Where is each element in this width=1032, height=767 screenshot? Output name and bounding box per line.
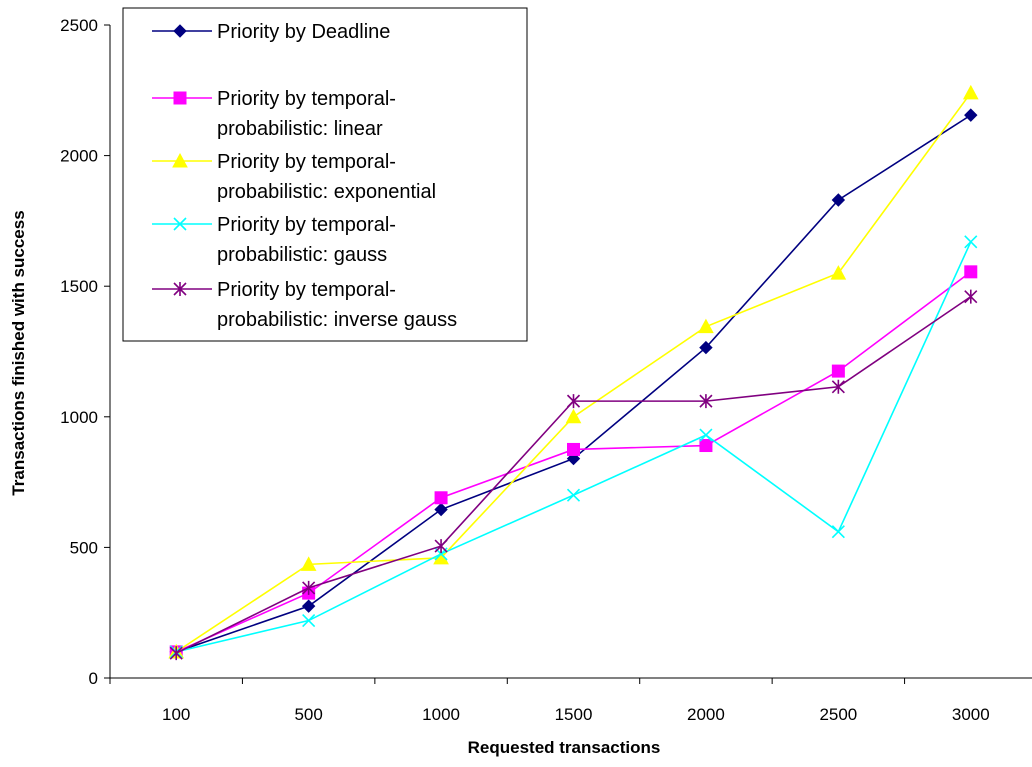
x-tick-label: 1000 bbox=[422, 705, 460, 724]
x-tick-label: 100 bbox=[162, 705, 190, 724]
legend-label: probabilistic: inverse gauss bbox=[217, 309, 457, 331]
data-point-marker bbox=[699, 439, 713, 453]
y-axis-title: Transactions finished with success bbox=[9, 210, 28, 495]
data-point-marker bbox=[302, 580, 316, 595]
x-tick-label: 3000 bbox=[952, 705, 990, 724]
data-point-marker bbox=[830, 265, 847, 280]
data-point-marker bbox=[434, 539, 448, 554]
legend: Priority by Deadline Priority by temporal… bbox=[122, 7, 528, 342]
legend-entry: Priority by Deadline bbox=[152, 21, 390, 43]
data-point-marker bbox=[964, 235, 978, 249]
data-point-marker bbox=[964, 289, 978, 304]
legend-entry: Priority by temporal-probabilistic: expo… bbox=[152, 151, 436, 203]
x-tick-label: 1500 bbox=[555, 705, 593, 724]
legend-label: Priority by temporal- bbox=[217, 151, 396, 173]
series-4 bbox=[169, 235, 978, 659]
series-3 bbox=[168, 84, 979, 659]
data-point-marker bbox=[567, 442, 580, 456]
y-tick-label: 0 bbox=[89, 669, 98, 688]
y-tick-label: 2500 bbox=[60, 16, 98, 35]
legend-marker bbox=[173, 24, 187, 38]
data-point-marker bbox=[962, 84, 979, 100]
data-point-marker bbox=[434, 502, 448, 517]
x-tick-label: 500 bbox=[294, 705, 322, 724]
legend-marker bbox=[172, 152, 188, 168]
legend-box bbox=[122, 7, 528, 342]
legend-label: probabilistic: gauss bbox=[217, 244, 387, 266]
y-tick-label: 1000 bbox=[60, 408, 98, 427]
data-point-marker bbox=[566, 394, 581, 409]
legend-entry: Priority by temporal-probabilistic: line… bbox=[152, 88, 396, 140]
plot-area bbox=[168, 84, 979, 661]
data-point-marker bbox=[302, 613, 316, 628]
data-point-marker bbox=[566, 488, 581, 502]
data-point-marker bbox=[699, 428, 713, 442]
series-5 bbox=[169, 289, 978, 661]
legend-marker bbox=[173, 91, 187, 105]
data-point-marker bbox=[699, 340, 713, 355]
legend-label: Priority by temporal- bbox=[217, 279, 396, 301]
y-tick-label: 2000 bbox=[60, 147, 98, 166]
data-point-marker bbox=[698, 318, 714, 334]
data-point-marker bbox=[831, 525, 845, 539]
x-tick-label: 2500 bbox=[819, 705, 857, 724]
legend-marker bbox=[173, 217, 187, 231]
data-point-marker bbox=[964, 265, 978, 279]
legend-label: probabilistic: linear bbox=[217, 118, 383, 140]
legend-label: Priority by Deadline bbox=[217, 21, 390, 43]
y-tick-label: 500 bbox=[70, 538, 98, 557]
y-tick-label: 1500 bbox=[60, 277, 98, 296]
data-point-marker bbox=[565, 408, 582, 424]
data-point-marker bbox=[699, 394, 713, 409]
legend-label: Priority by temporal- bbox=[217, 88, 396, 110]
x-axis-title: Requested transactions bbox=[468, 738, 661, 757]
legend-label: Priority by temporal- bbox=[217, 214, 396, 236]
data-point-marker bbox=[831, 193, 846, 207]
data-point-marker bbox=[434, 491, 448, 505]
data-point-marker bbox=[169, 646, 183, 661]
data-point-marker bbox=[831, 379, 845, 394]
legend-label: probabilistic: exponential bbox=[217, 181, 436, 203]
data-point-marker bbox=[301, 599, 316, 613]
data-point-marker bbox=[964, 108, 978, 122]
legend-marker bbox=[173, 282, 187, 296]
axes: 0 500 1000 1500 2000 2500 100 500 1000 1500 2000 25… bbox=[60, 16, 1032, 724]
x-tick-label: 2000 bbox=[687, 705, 725, 724]
legend-entry: Priority by temporal-probabilistic: inve… bbox=[152, 279, 457, 331]
legend-entry: Priority by temporal-probabilistic: gaus… bbox=[152, 214, 396, 266]
data-point-marker bbox=[300, 556, 317, 571]
data-point-marker bbox=[831, 364, 845, 378]
